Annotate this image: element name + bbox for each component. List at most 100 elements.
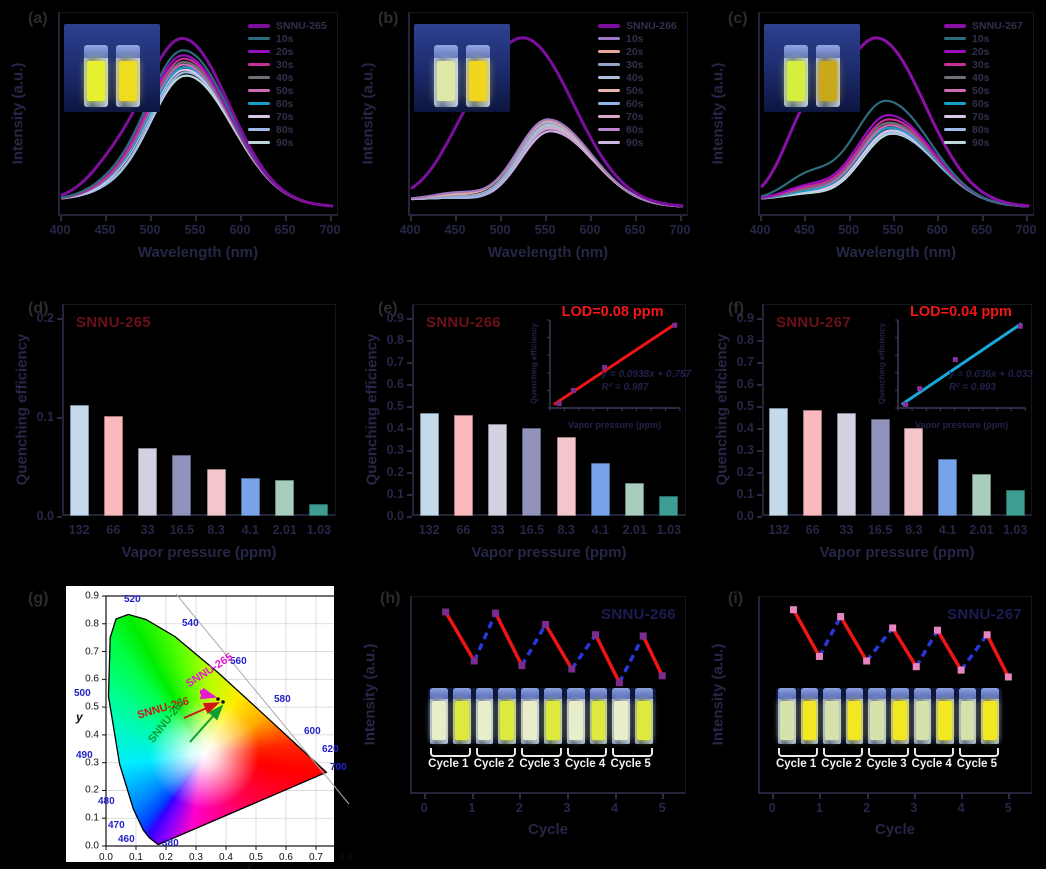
y-tick: [407, 362, 412, 364]
y-tick: [757, 494, 762, 496]
wavelength-label: 520: [124, 594, 141, 605]
data-point: [952, 357, 958, 363]
vial-cap: [434, 45, 458, 58]
bar: [659, 496, 679, 516]
panel-c-emission-spectra-snnu267: (c) 400 450 500 550 600 650 700 Wavelength (nm) I…: [700, 0, 1046, 290]
x-category-label: 8.3: [207, 523, 225, 537]
x-category-label: 2.01: [272, 523, 297, 537]
cycle-marker: [837, 613, 845, 621]
y-tick-label: 0.2: [85, 784, 99, 796]
y-tick-label: 0.0: [736, 509, 754, 523]
inset-x-label: Vapor pressure (ppm): [568, 420, 662, 430]
panel-label: (d): [28, 300, 49, 317]
legend-item: 90s: [598, 137, 677, 149]
cycle-bracket: [430, 748, 471, 757]
x-tick-label: 450: [444, 223, 466, 237]
vial-cap: [466, 45, 490, 58]
legend-swatch: [598, 63, 620, 66]
legend-swatch: [248, 63, 270, 66]
x-tick: [150, 216, 152, 221]
y-tick-label: 0.9: [85, 590, 99, 602]
y-tick: [407, 494, 412, 496]
legend-item: 30s: [598, 58, 677, 71]
x-tick-label: 0.5: [249, 852, 263, 863]
x-tick-label: 600: [579, 223, 601, 237]
x-tick-label: 400: [749, 223, 771, 237]
x-axis-label: Wavelength (nm): [487, 244, 609, 261]
quench-segment: [891, 627, 918, 668]
shift-arrow: [189, 704, 224, 743]
strip-vial: [498, 688, 517, 744]
cycle-bracket: [521, 748, 562, 757]
legend-label: SNNU-266: [626, 19, 677, 32]
x-tick: [614, 794, 617, 799]
wavelength-label: 600: [304, 726, 321, 737]
x-category-label: 1.03: [306, 523, 332, 537]
legend-label: SNNU-265: [276, 19, 327, 32]
panel-b-emission-spectra-snnu266: (b) 400 450 500 550 600 650 700 Wavelength (nm) I…: [350, 0, 700, 290]
x-category-label: 16.5: [519, 523, 545, 537]
wavelength-label: 380: [162, 838, 179, 849]
legend-swatch: [248, 115, 270, 118]
y-tick-label: 0.6: [85, 673, 99, 685]
fit-equation: y = 0.036x + 0.033 R² = 0.993: [949, 368, 1033, 394]
cycle-bracket: [958, 748, 999, 757]
y-tick-label: 0.5: [736, 399, 754, 413]
legend-label: 30s: [626, 58, 644, 71]
y-axis-label: Quenching efficiency: [13, 333, 31, 486]
series-10s: [410, 118, 684, 208]
x-tick-label: 500: [838, 223, 860, 237]
vial-liquid: [938, 701, 952, 740]
bar: [870, 419, 890, 516]
cycle-marker: [518, 662, 526, 670]
cycle-bracket: [823, 748, 864, 757]
vial-liquid: [432, 701, 446, 740]
quench-segment: [444, 611, 476, 662]
y-tick-label: 0.4: [386, 421, 404, 435]
y-tick-label: 0.5: [85, 701, 99, 713]
legend-label: 40s: [276, 71, 294, 84]
cycle-marker: [889, 624, 897, 632]
legend-item: 50s: [248, 85, 327, 97]
strip-vial: [845, 688, 864, 744]
vial-cap: [475, 688, 494, 699]
x-tick-label: 650: [624, 223, 646, 237]
legend-label: 10s: [276, 32, 294, 45]
vial-cap: [84, 45, 108, 58]
cycle-bracket: [778, 748, 819, 757]
legend-item: 80s: [598, 123, 677, 136]
legend-label: 90s: [276, 136, 294, 149]
wavelength-label: 480: [98, 796, 115, 807]
legend-label: 10s: [972, 32, 990, 45]
data-point: [556, 401, 562, 407]
recovery-segment: [865, 626, 895, 663]
vial-cap: [823, 688, 841, 699]
legend-swatch: [248, 23, 270, 28]
y-tick: [757, 516, 762, 518]
x-axis-label: Cycle: [527, 821, 569, 838]
vial-liquid: [591, 701, 606, 740]
x-tick: [1026, 216, 1028, 221]
legend-label: 80s: [626, 123, 644, 136]
bar: [803, 410, 823, 516]
wavelength-label: 470: [108, 820, 125, 831]
legend-label: 20s: [626, 45, 644, 58]
legend-item: 80s: [248, 124, 327, 136]
strip-vial: [521, 688, 539, 744]
x-tick-label: 550: [882, 223, 904, 237]
x-tick-label: 3: [563, 801, 571, 815]
strip-vial: [891, 688, 909, 744]
legend-item: 50s: [598, 85, 677, 97]
emission-curves: [60, 37, 334, 208]
vial-cap: [800, 688, 819, 699]
vial-liquid: [614, 701, 629, 740]
data-point: [917, 386, 923, 392]
vial-liquid: [87, 61, 105, 101]
x-tick: [60, 216, 62, 221]
legend-swatch: [598, 37, 620, 40]
x-tick-label: 500: [139, 223, 161, 237]
legend-item: 60s: [598, 98, 677, 110]
series-SNNU-265: [60, 37, 334, 208]
x-tick: [285, 216, 287, 221]
y-tick: [407, 428, 412, 430]
